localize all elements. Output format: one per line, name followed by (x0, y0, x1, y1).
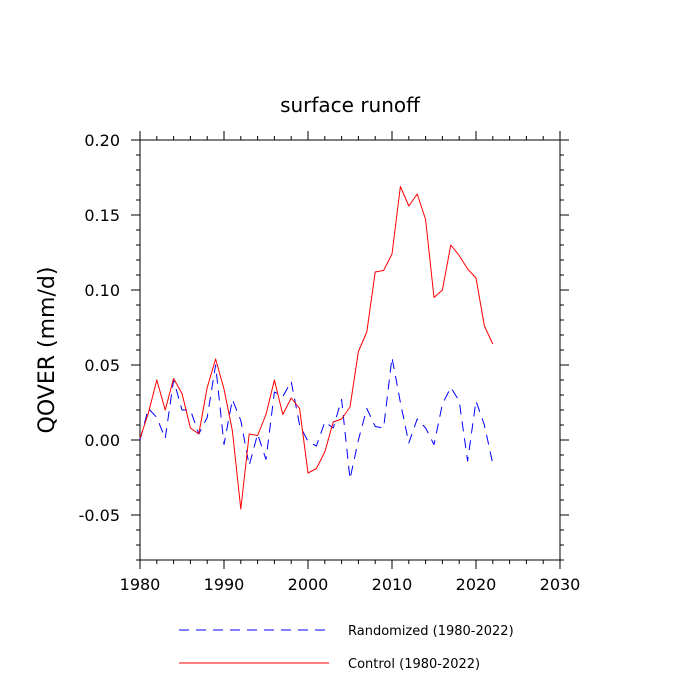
series-line (139, 357, 494, 480)
y-axis-label: QOVER (mm/d) (35, 267, 60, 434)
chart-title: surface runoff (280, 93, 421, 117)
x-tick-label: 2000 (288, 575, 329, 594)
y-tick-label: 0.10 (84, 281, 120, 300)
legend-label: Control (1980-2022) (348, 657, 480, 672)
plot-frame (139, 139, 561, 561)
legend: Randomized (1980-2022) Control (1980-2022… (179, 624, 514, 672)
y-tick-label: 0.15 (84, 206, 120, 225)
series-line (139, 186, 494, 510)
x-tick-label: 2030 (540, 575, 581, 594)
major-ticks (131, 131, 569, 569)
tick-labels: 1980 1990 2000 2010 2020 2030 -0.05 0.00 0.05 0.1… (79, 131, 581, 594)
y-tick-label: 0.00 (84, 431, 120, 450)
legend-label: Randomized (1980-2022) (348, 624, 514, 639)
y-tick-label: 0.20 (84, 131, 120, 150)
series-lines (139, 186, 494, 510)
x-tick-label: 1990 (204, 575, 245, 594)
y-tick-label: 0.05 (84, 356, 120, 375)
x-tick-label: 1980 (120, 575, 161, 594)
x-tick-label: 2010 (372, 575, 413, 594)
x-tick-label: 2020 (456, 575, 497, 594)
y-tick-label: -0.05 (79, 506, 120, 525)
minor-ticks (136, 136, 564, 564)
